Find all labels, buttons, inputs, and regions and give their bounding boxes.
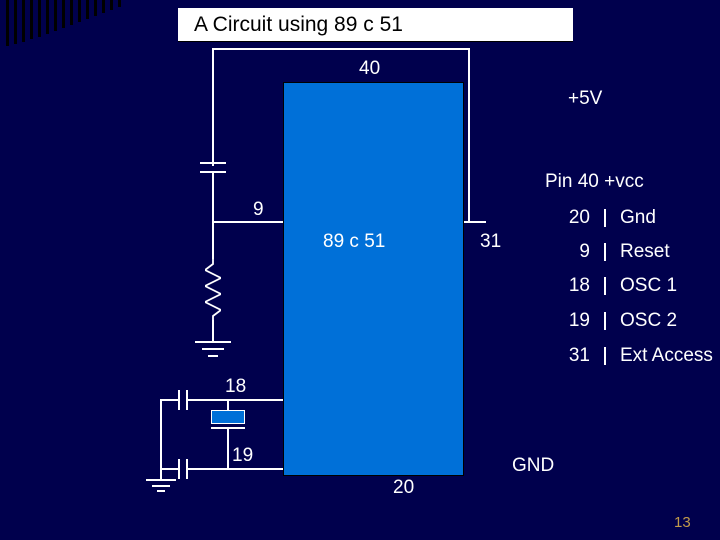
divider — [604, 277, 606, 295]
wire — [227, 399, 229, 410]
wire — [212, 48, 470, 50]
wire — [212, 173, 214, 223]
pin-40-label: 40 — [359, 58, 380, 80]
page-number: 13 — [674, 514, 691, 531]
pin-num: 18 — [562, 275, 590, 297]
wire — [212, 48, 214, 166]
vcc-label: +5V — [568, 88, 602, 110]
capacitor-plate — [200, 162, 226, 164]
title-underline — [178, 41, 573, 42]
wire — [464, 221, 486, 223]
divider — [604, 209, 606, 227]
pin-desc: Gnd — [620, 207, 656, 229]
pin-row-19: 19 OSC 2 — [562, 310, 677, 332]
pin-row-18: 18 OSC 1 — [562, 275, 677, 297]
wire — [160, 468, 178, 470]
crystal — [211, 410, 245, 424]
gnd-label: GND — [512, 455, 554, 477]
capacitor-plate — [178, 459, 180, 479]
pin-9-label: 9 — [253, 199, 264, 221]
pin-num: 20 — [562, 207, 590, 229]
divider — [604, 243, 606, 261]
pin-table-header: Pin 40 +vcc — [545, 171, 644, 193]
resistor — [205, 258, 221, 322]
capacitor-plate — [186, 390, 188, 410]
pin-row-9: 9 Reset — [562, 241, 670, 263]
wire — [227, 427, 229, 469]
divider — [604, 312, 606, 330]
pin-18-label: 18 — [225, 376, 246, 398]
wire — [468, 48, 470, 221]
capacitor-plate — [186, 459, 188, 479]
ground-symbol — [146, 478, 176, 494]
ground-symbol — [195, 340, 231, 360]
pin-desc: Reset — [620, 241, 670, 263]
wire — [212, 221, 214, 259]
pin-num: 19 — [562, 310, 590, 332]
pin-num: 31 — [562, 345, 590, 367]
wire — [186, 468, 283, 470]
pin-row-31: 31 Ext Access — [562, 345, 713, 367]
wire — [186, 399, 283, 401]
pin-desc: OSC 2 — [620, 310, 677, 332]
capacitor-plate — [178, 390, 180, 410]
wire — [212, 221, 283, 223]
pin-row-20: 20 Gnd — [562, 207, 656, 229]
pin-desc: OSC 1 — [620, 275, 677, 297]
wire — [160, 399, 162, 470]
pin-20-label: 20 — [393, 477, 414, 499]
pin-desc: Ext Access — [620, 345, 713, 367]
chip-label: 89 c 51 — [323, 231, 385, 253]
pin-num: 9 — [562, 241, 590, 263]
divider — [604, 347, 606, 365]
pin-31-label: 31 — [480, 231, 501, 253]
wire — [212, 320, 214, 342]
pin-19-label: 19 — [232, 445, 253, 467]
wire — [160, 399, 178, 401]
slide-title: A Circuit using 89 c 51 — [194, 13, 403, 37]
chip-89c51 — [283, 82, 464, 476]
decorative-bars — [0, 0, 135, 46]
